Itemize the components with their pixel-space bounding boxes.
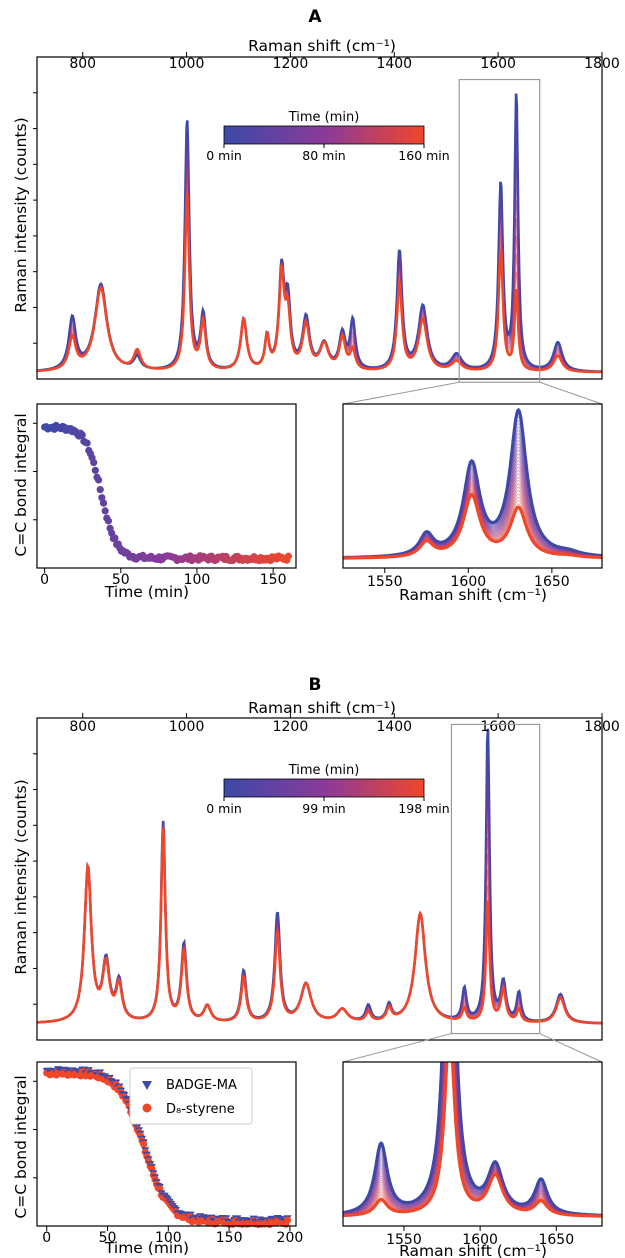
a-colorbar-title: Time (min) [288, 110, 360, 125]
a-kin-point [98, 494, 106, 502]
a-zoom-x-tick-label: 1600 [451, 574, 487, 590]
a-colorbar-tick: 0 min [206, 148, 242, 163]
a-zoom-spectrum-curve [343, 492, 602, 560]
a-zoom-x-tick-label: 1650 [534, 574, 570, 590]
b-zoom-spectrum-curve [343, 1062, 602, 1217]
b-zoom-spectrum-curve [343, 1062, 602, 1218]
b-main-ylabel: Raman intensity (counts) [12, 779, 30, 974]
b-kin-x-tick-label: 200 [277, 1230, 304, 1246]
b-zoom-spectrum-curve [343, 1062, 602, 1217]
a-kin-point [104, 517, 113, 525]
a-main-spectrum-curve [37, 193, 602, 374]
a-kin-point [90, 458, 98, 467]
b-zoom-x-tick-label: 1550 [386, 1232, 422, 1248]
b-kin-x-tick-label: 100 [155, 1230, 182, 1246]
a-kin-point [111, 534, 119, 542]
a-main-zoom-connector-line [539, 381, 603, 405]
a-main-top-xlabel: Raman shift (cm⁻¹) [248, 37, 396, 55]
a-colorbar-tick: 160 min [398, 148, 449, 163]
b-kin-x-tick-label: 0 [42, 1230, 51, 1246]
a-main-x-tick-label: 1400 [376, 56, 412, 72]
a-kin-point [96, 486, 104, 494]
a-kin-point [99, 499, 108, 507]
a-colorbar [223, 125, 425, 145]
a-kin-point [91, 466, 99, 474]
a-kin-xlabel: Time (min) [104, 583, 189, 601]
a-kin-x-tick-label: 0 [40, 572, 49, 588]
b-main-spectrum-curve [37, 827, 602, 1025]
b-colorbar-tick: 0 min [206, 801, 242, 816]
a-main-zoom-indicator-box [458, 78, 541, 383]
a-zoom-plot-frame [342, 403, 603, 569]
a-kin-point [78, 431, 86, 439]
b-main-x-tick-label: 800 [69, 719, 96, 735]
a-main-x-tick-label: 1200 [273, 56, 309, 72]
a-kin-plot-frame [36, 403, 297, 569]
b-main-plot-frame [36, 717, 603, 1041]
b-zoom-plot-frame [342, 1061, 603, 1227]
b-zoom-spectrum-curve [343, 1062, 602, 1216]
a-kin-ylabel: C=C bond integral [12, 413, 30, 556]
a-main-ylabel: Raman intensity (counts) [12, 117, 30, 312]
a-main-x-tick-label: 1600 [480, 56, 516, 72]
a-kin-x-tick-label: 100 [184, 572, 211, 588]
a-main-plot-frame [36, 56, 603, 380]
a-zoom-x-tick-label: 1550 [367, 574, 403, 590]
a-kin-point [101, 507, 109, 515]
a-kin-point [95, 476, 103, 484]
b-main-x-tick-label: 1400 [376, 719, 412, 735]
b-kin-legend: BADGE-MA D₈-styrene [129, 1067, 253, 1125]
b-colorbar [223, 778, 425, 798]
b-kin-point-d8-styrene [283, 1216, 292, 1224]
legend-label-d8-styrene: D₈-styrene [166, 1102, 235, 1117]
a-kin-x-tick-label: 150 [260, 572, 287, 588]
a-zoom-spectrum-curve [343, 466, 602, 559]
b-kin-plot-frame [36, 1061, 297, 1227]
b-zoom-spectrum-curve [343, 1062, 602, 1216]
b-zoom-spectrum-curve [343, 1062, 602, 1216]
legend-triangle-marker [142, 1081, 152, 1090]
b-zoom-spectrum-curve [343, 1062, 602, 1217]
b-colorbar-tick: 198 min [398, 801, 449, 816]
b-main-zoom-connector-line [539, 1033, 603, 1063]
b-zoom-x-tick-label: 1600 [462, 1232, 498, 1248]
b-main-x-tick-label: 1000 [169, 719, 205, 735]
a-kin-point [83, 439, 91, 447]
b-kin-point-d8-styrene [140, 1140, 148, 1148]
b-kin-xlabel: Time (min) [104, 1239, 189, 1257]
b-main-zoom-indicator-box [450, 723, 541, 1035]
b-colorbar-tick: 99 min [302, 801, 345, 816]
b-zoom-spectrum-curve [343, 1062, 602, 1216]
b-main-x-tick-label: 1800 [584, 719, 620, 735]
b-main-top-xlabel: Raman shift (cm⁻¹) [248, 699, 396, 717]
b-zoom-x-tick-label: 1650 [538, 1232, 574, 1248]
a-main-x-tick-label: 1800 [584, 56, 620, 72]
a-main-x-tick-label: 1000 [169, 56, 205, 72]
a-zoom-spectrum-curve [343, 439, 602, 559]
b-kin-x-tick-label: 50 [99, 1230, 117, 1246]
b-zoom-spectrum-curve [343, 1062, 602, 1216]
a-main-x-tick-label: 800 [69, 56, 96, 72]
panel-b-letter: B [309, 675, 322, 695]
b-main-zoom-connector-line [342, 1033, 452, 1063]
a-kin-point [284, 552, 292, 560]
legend-label-badge-ma: BADGE-MA [166, 1078, 237, 1093]
b-main-x-tick-label: 1600 [480, 719, 516, 735]
a-zoom-xlabel: Raman shift (cm⁻¹) [399, 586, 547, 604]
a-colorbar-tick: 80 min [302, 148, 345, 163]
b-main-x-tick-label: 1200 [273, 719, 309, 735]
b-zoom-xlabel: Raman shift (cm⁻¹) [399, 1242, 547, 1258]
a-kin-x-tick-label: 50 [112, 572, 130, 588]
b-kin-x-tick-label: 150 [216, 1230, 243, 1246]
b-kin-ylabel: C=C bond integral [12, 1075, 30, 1218]
a-main-zoom-connector-line [342, 381, 460, 405]
panel-a-letter: A [308, 7, 322, 27]
b-colorbar-title: Time (min) [288, 763, 360, 778]
legend-circle-marker [142, 1103, 152, 1113]
